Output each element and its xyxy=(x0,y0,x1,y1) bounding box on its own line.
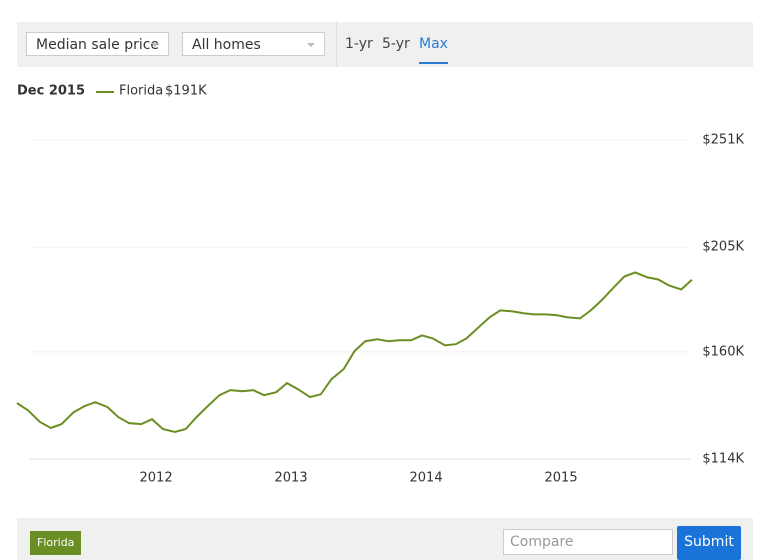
series-badge[interactable]: Florida xyxy=(30,531,82,555)
range-tab[interactable]: 5-yr xyxy=(382,36,410,52)
legend-label: Florida xyxy=(119,84,163,99)
y-tick-label: $205K xyxy=(702,240,744,255)
range-tab[interactable]: 1-yr xyxy=(345,36,373,52)
x-tick-label: 2013 xyxy=(275,471,308,486)
submit-button[interactable]: Submit xyxy=(677,526,741,560)
x-tick-label: 2012 xyxy=(140,471,173,486)
legend-value: $191K xyxy=(165,84,207,99)
legend-date: Dec 2015 xyxy=(17,84,85,99)
home-type-dropdown[interactable]: All homes xyxy=(182,32,325,56)
series-line xyxy=(16,271,693,434)
y-tick-label: $114K xyxy=(702,452,744,467)
range-tab[interactable]: Max xyxy=(419,36,448,64)
x-tick-label: 2014 xyxy=(410,471,443,486)
y-tick-label: $251K xyxy=(702,133,744,148)
x-tick-label: 2015 xyxy=(545,471,578,486)
compare-input[interactable]: Compare xyxy=(503,529,673,555)
metric-dropdown[interactable]: Median sale price xyxy=(26,32,169,56)
separator xyxy=(336,22,337,67)
y-tick-label: $160K xyxy=(702,344,744,359)
